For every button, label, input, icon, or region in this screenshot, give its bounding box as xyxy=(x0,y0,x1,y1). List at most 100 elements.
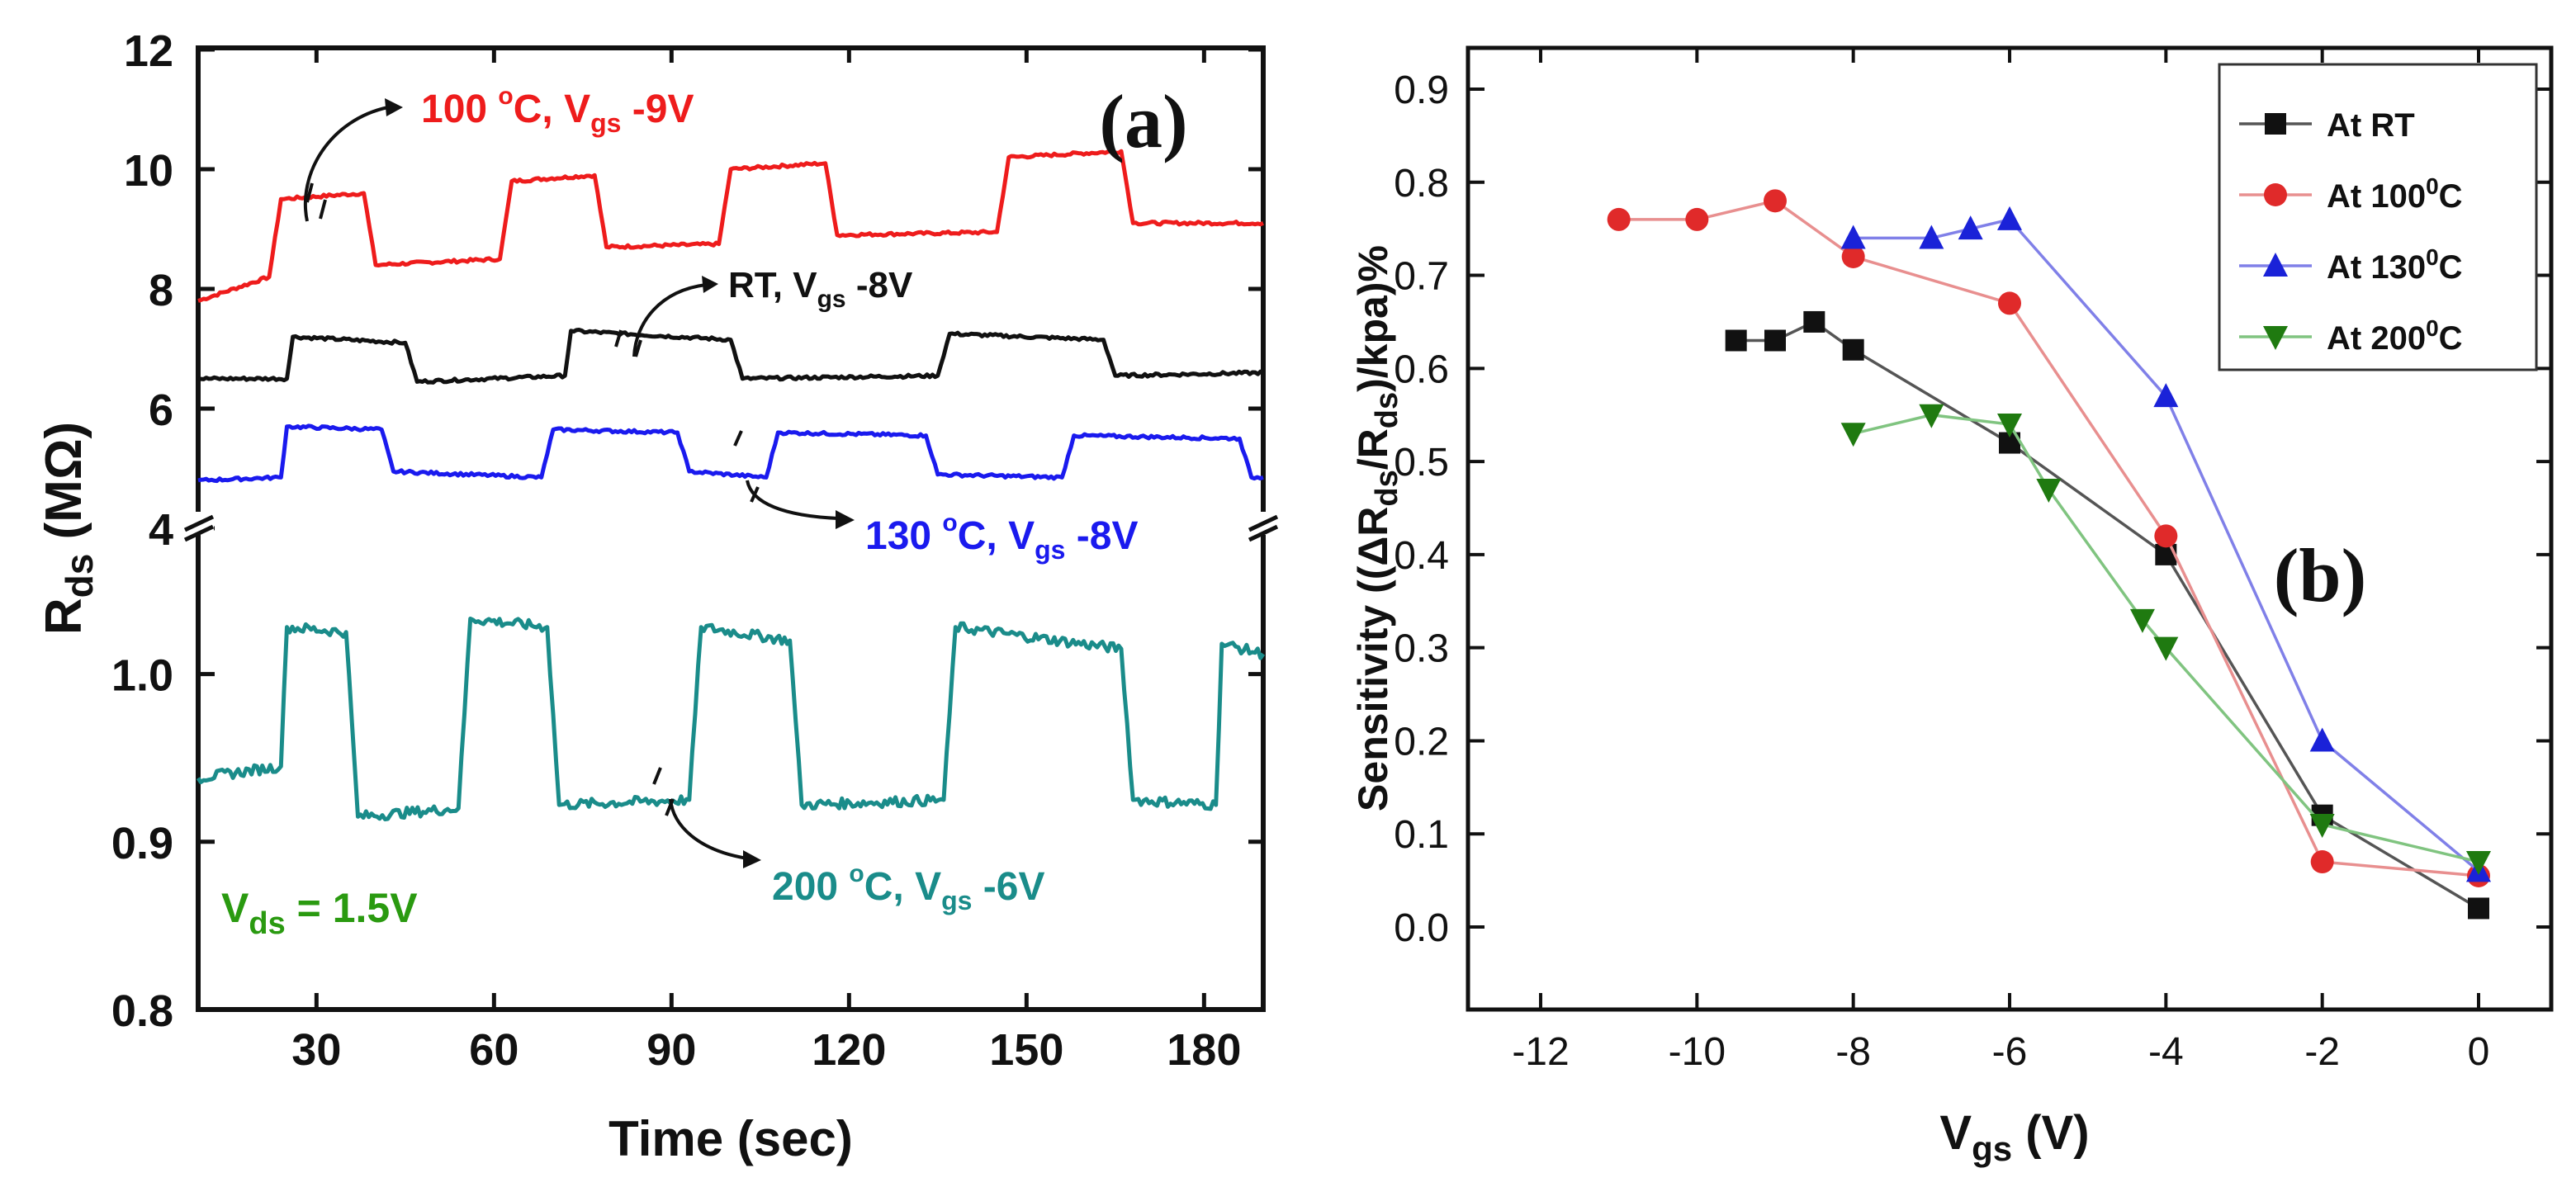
b-data-point xyxy=(1919,225,1944,249)
a-series-line-teal xyxy=(196,617,1266,821)
b-data-point xyxy=(2036,478,2062,503)
legend-marker xyxy=(2263,326,2288,350)
a-x-tick-label: 120 xyxy=(812,1025,886,1075)
b-y-tick-label: 0.0 xyxy=(1394,906,1449,950)
legend-entry-3: At 2000C xyxy=(2239,315,2463,357)
a-y-tick-label: 0.9 xyxy=(111,819,173,868)
legend-label: At 1000C xyxy=(2327,173,2463,215)
b-series-line xyxy=(1618,199,2479,877)
legend-label: At RT xyxy=(2327,107,2415,144)
b-data-point xyxy=(1764,329,1786,352)
svg-text:130 oC, Vgs -8V: 130 oC, Vgs -8V xyxy=(865,509,1138,565)
b-data-point xyxy=(2468,897,2489,920)
annotation-vds: Vds = 1.5V xyxy=(221,885,418,941)
a-y-tick-label: 12 xyxy=(124,26,173,76)
b-series-1 xyxy=(1607,189,2490,887)
a-y-tick-label: 0.8 xyxy=(111,986,173,1036)
b-x-tick-label: -12 xyxy=(1512,1030,1569,1074)
b-x-tick-label: -2 xyxy=(2304,1030,2340,1074)
b-x-tick-label: -8 xyxy=(1835,1030,1871,1074)
a-x-tick-label: 180 xyxy=(1167,1025,1241,1075)
legend-entry-2: At 1300C xyxy=(2239,244,2463,286)
panel-a: 30 60 90 120 150 180 4 6 8 10 12 0.8 0.9 1.0 (a) Rds … xyxy=(36,26,1279,1166)
a-y-tick-label: 10 xyxy=(124,146,173,196)
panel-a-x-label: Time (sec) xyxy=(608,1111,853,1166)
legend-marker xyxy=(2264,183,2287,206)
legend-entries: At RT At 1000C At 1300C At 2000C xyxy=(2239,107,2463,357)
b-data-point xyxy=(2153,383,2179,408)
b-y-tick-label: 0.6 xyxy=(1394,348,1449,391)
b-data-point xyxy=(1840,225,1866,249)
legend-marker xyxy=(2263,253,2288,277)
b-data-point xyxy=(1764,189,1787,213)
b-data-point xyxy=(2153,636,2179,661)
panel-a-series xyxy=(196,149,1266,821)
panel-b-tick-labels: -12 -10 -8 -6 -4 -2 0 0.0 0.1 0.2 0.3 0.4 0.5 0.6 0.7 0… xyxy=(1394,69,2489,1074)
a-x-tick-label: 90 xyxy=(646,1025,696,1075)
svg-text:200 oC, Vgs -6V: 200 oC, Vgs -6V xyxy=(772,860,1044,915)
legend-label: At 2000C xyxy=(2327,315,2463,357)
panel-b-label: (b) xyxy=(2274,533,2366,617)
a-y-tick-label: 4 xyxy=(149,505,173,555)
a-series-line-blue xyxy=(197,423,1264,484)
a-y-tick-label: 8 xyxy=(149,266,173,315)
a-series-line-red xyxy=(197,149,1264,303)
b-data-point xyxy=(1841,245,1865,268)
b-data-point xyxy=(2129,608,2155,633)
b-data-point xyxy=(1842,338,1864,361)
panel-a-y-label: Rds (MΩ) xyxy=(36,422,101,635)
b-data-point xyxy=(1997,414,2022,437)
b-data-point xyxy=(2309,813,2335,838)
b-x-tick-label: -4 xyxy=(2148,1030,2184,1074)
b-y-tick-label: 0.8 xyxy=(1394,162,1449,206)
b-series-2 xyxy=(1840,206,2491,882)
b-data-point xyxy=(1919,404,1944,428)
b-data-point xyxy=(1685,207,1709,231)
a-x-tick-label: 60 xyxy=(469,1025,519,1075)
panel-b-y-label: Sensitivity ((ΔRds/Rds)/kpa)% xyxy=(1350,245,1404,811)
legend: At RT At 1000C At 1300C At 2000C xyxy=(2218,63,2538,371)
panel-a-tick-labels: 30 60 90 120 150 180 4 6 8 10 12 0.8 0.9 1.0 xyxy=(111,26,1241,1075)
b-x-tick-label: -10 xyxy=(1669,1030,1726,1074)
axis-break-left xyxy=(183,512,215,542)
b-data-point xyxy=(1803,310,1825,333)
b-y-tick-label: 0.3 xyxy=(1394,627,1449,671)
b-y-tick-label: 0.9 xyxy=(1394,69,1449,112)
b-data-point xyxy=(2309,727,2335,752)
svg-text:100 oC, Vgs -9V: 100 oC, Vgs -9V xyxy=(421,83,694,138)
legend-entry-0: At RT xyxy=(2239,107,2415,144)
b-y-tick-label: 0.1 xyxy=(1394,813,1449,857)
legend-label: At 1300C xyxy=(2327,244,2463,286)
b-data-point xyxy=(2466,851,2491,876)
b-data-point xyxy=(1725,329,1747,352)
annotation-130c: 130 oC, Vgs -8V xyxy=(733,430,1138,565)
panel-a-label: (a) xyxy=(1099,79,1187,163)
b-y-tick-label: 0.4 xyxy=(1394,534,1449,578)
b-y-tick-label: 0.5 xyxy=(1394,441,1449,485)
b-x-tick-label: -6 xyxy=(1992,1030,2028,1074)
a-x-tick-label: 150 xyxy=(989,1025,1063,1075)
legend-entry-1: At 1000C xyxy=(2239,173,2463,215)
annotation-100c: 100 oC, Vgs -9V xyxy=(303,83,694,222)
b-data-point xyxy=(1998,291,2021,315)
b-y-tick-label: 0.7 xyxy=(1394,255,1449,299)
svg-text:RT, Vgs -8V: RT, Vgs -8V xyxy=(728,265,913,313)
annotation-200c: 200 oC, Vgs -6V xyxy=(652,767,1044,915)
b-series-3 xyxy=(1840,404,2491,876)
a-y-tick-label: 1.0 xyxy=(111,651,173,701)
b-data-point xyxy=(1958,215,1983,240)
b-series-line xyxy=(1735,319,2479,910)
annotation-rt: RT, Vgs -8V xyxy=(614,265,913,357)
axis-break-right xyxy=(1248,512,1279,542)
b-y-tick-label: 0.2 xyxy=(1394,720,1449,764)
b-x-tick-label: 0 xyxy=(2468,1030,2490,1074)
b-data-point xyxy=(2154,524,2178,548)
b-data-point xyxy=(1997,206,2022,230)
b-data-point xyxy=(1607,207,1631,231)
panel-b-series xyxy=(1607,189,2491,920)
panel-b-x-label: Vgs (V) xyxy=(1939,1106,2089,1168)
legend-marker xyxy=(2265,113,2286,135)
b-series-line xyxy=(1853,413,2479,863)
b-series-0 xyxy=(1725,310,2489,920)
